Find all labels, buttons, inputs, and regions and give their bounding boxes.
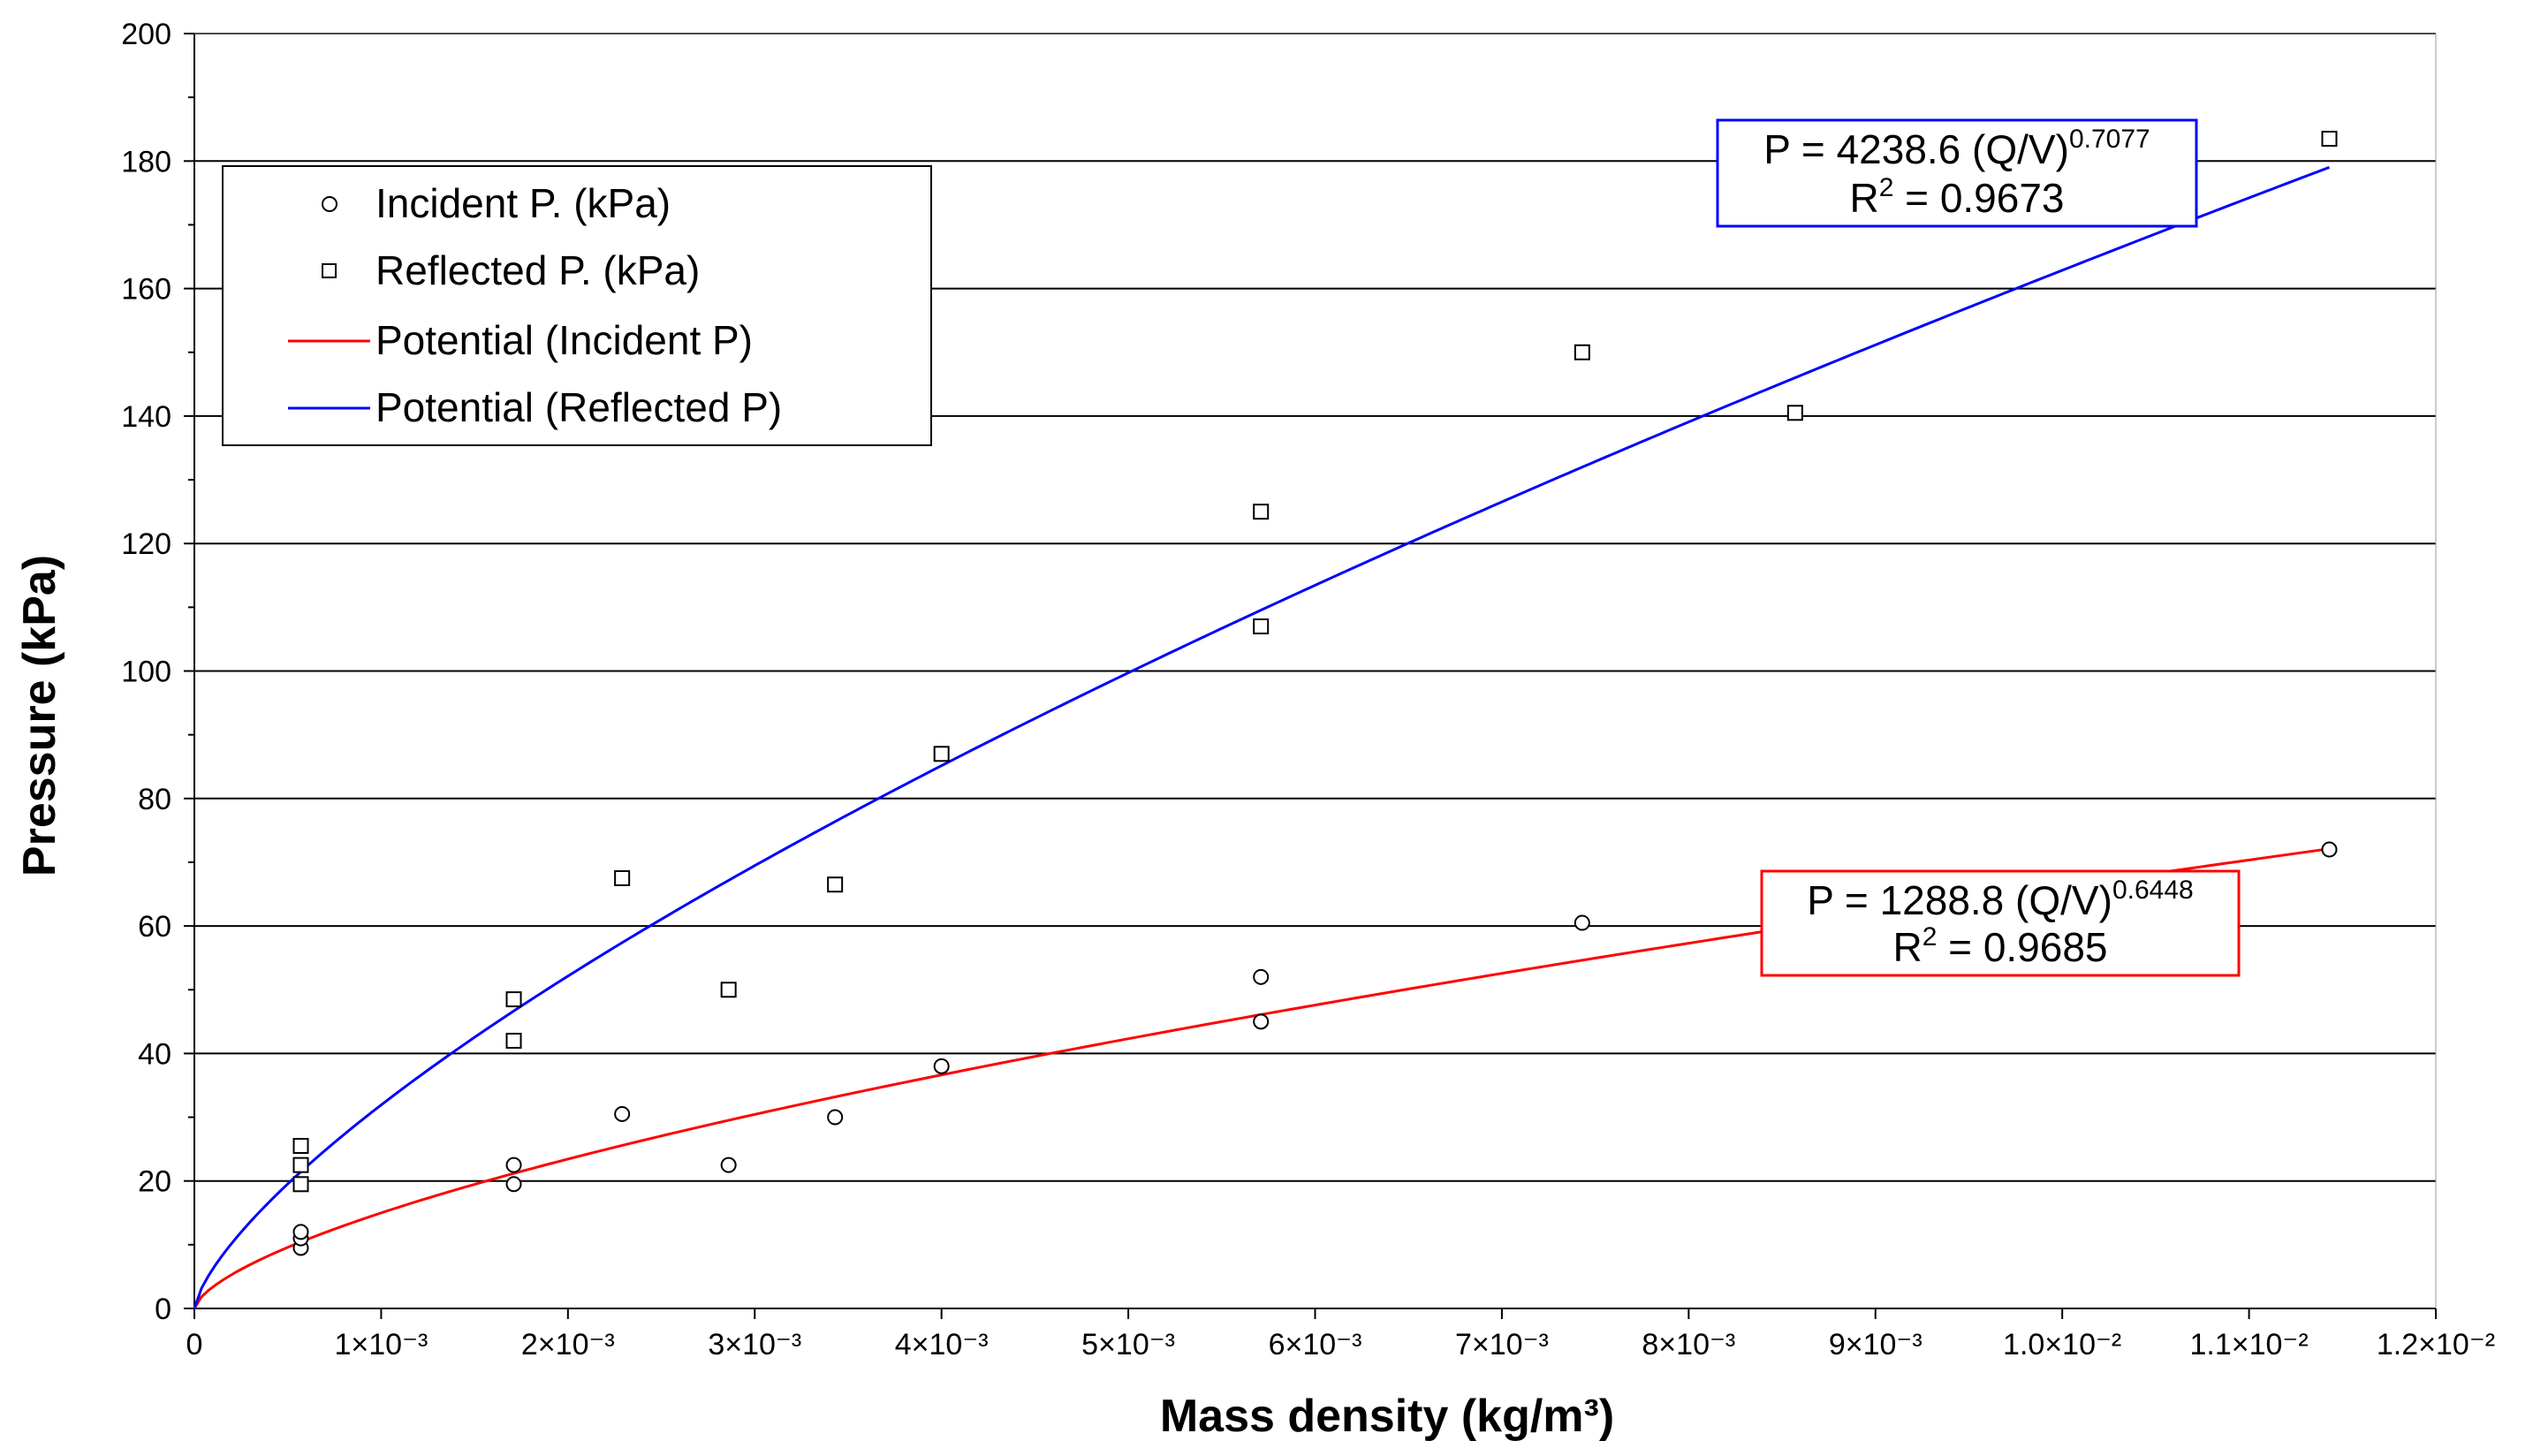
legend-item-reflected: Reflected P. (kPa) [322, 247, 700, 293]
incident-point [1253, 968, 1270, 985]
reflected-point [505, 1032, 522, 1049]
x-axis-title: Mass density (kg/m³) [1160, 1391, 1614, 1442]
x-tick-label: 1.0×10⁻² [2003, 1328, 2121, 1361]
y-tick-label: 200 [121, 18, 171, 51]
equation-reflected: P = 4238.6 (Q/V)0.7077 [1763, 125, 2150, 172]
reflected-point [1253, 618, 1270, 634]
x-tick-label: 1.1×10⁻² [2189, 1328, 2308, 1361]
incident-point [1253, 1013, 1270, 1030]
x-tick-label: 8×10⁻³ [1642, 1328, 1735, 1361]
equation-incident-base: P = 1288.8 (Q/V) [1807, 877, 2112, 923]
legend-label-potential-incident: Potential (Incident P) [375, 317, 753, 363]
y-tick-label: 120 [121, 527, 171, 561]
y-tick-label: 140 [121, 400, 171, 434]
axes [184, 33, 2437, 1319]
legend-circle-marker-icon [322, 196, 337, 212]
reflected-point [2321, 131, 2338, 148]
incident-point [505, 1156, 522, 1173]
x-tick-label: 4×10⁻³ [895, 1328, 989, 1361]
equation-incident: P = 1288.8 (Q/V)0.6448 [1807, 876, 2193, 923]
incident-point [827, 1109, 844, 1126]
reflected-point [933, 746, 950, 762]
equation-border-reflected [1716, 118, 2198, 228]
y-tick-label: 180 [121, 145, 171, 178]
data-points [292, 131, 2338, 1256]
incident-point [614, 1105, 631, 1122]
reflected-point [1786, 405, 1803, 421]
x-tick-label: 5×10⁻³ [1081, 1328, 1175, 1361]
legend-item-potential-incident: Potential (Incident P) [288, 317, 753, 363]
incident-point [2321, 841, 2338, 858]
y-tick-labels: 0 20 40 60 80 100 120 140 160 180 200 [121, 18, 171, 1326]
y-tick-label: 0 [155, 1293, 171, 1326]
y-tick-label: 20 [138, 1165, 171, 1199]
incident-point [1574, 914, 1590, 931]
y-tick-label: 160 [121, 273, 171, 307]
incident-point [505, 1176, 522, 1193]
fit-curve-reflected [193, 165, 2331, 1309]
y-tick-label: 60 [138, 910, 171, 944]
incident-point [933, 1058, 950, 1074]
reflected-point [292, 1156, 309, 1173]
y-axis-title: Pressure (kPa) [14, 555, 65, 876]
equation-box-reflected: P = 4238.6 (Q/V)0.7077 R2 = 0.9673 [1716, 118, 2198, 228]
reflected-point [1574, 344, 1590, 360]
reflected-point [720, 982, 737, 998]
r-squared-reflected: R2 = 0.9673 [1849, 173, 2064, 221]
reflected-point [827, 876, 844, 893]
x-tick-label: 6×10⁻³ [1269, 1328, 1362, 1361]
x-tick-label: 1×10⁻³ [334, 1328, 428, 1361]
legend-label-reflected: Reflected P. (kPa) [375, 247, 700, 293]
incident-point [292, 1224, 309, 1240]
incident-point [720, 1156, 737, 1173]
x-tick-label: 1.2×10⁻² [2377, 1328, 2495, 1361]
legend: Incident P. (kPa) Reflected P. (kPa) Pot… [222, 165, 932, 446]
equation-box-incident: P = 1288.8 (Q/V)0.6448 R2 = 0.9685 [1760, 869, 2241, 977]
x-tick-label: 0 [186, 1328, 203, 1361]
reflected-point [1253, 504, 1270, 520]
reflected-point [292, 1176, 309, 1193]
x-tick-label: 2×10⁻³ [521, 1328, 615, 1361]
legend-label-potential-reflected: Potential (Reflected P) [375, 384, 782, 430]
equation-reflected-base: P = 4238.6 (Q/V) [1763, 126, 2069, 172]
reflected-point [292, 1138, 309, 1155]
r-squared-incident: R2 = 0.9685 [1892, 922, 2107, 970]
y-tick-label: 100 [121, 656, 171, 689]
y-tick-label: 40 [138, 1037, 171, 1071]
equation-border-incident [1760, 869, 2241, 977]
legend-item-potential-reflected: Potential (Reflected P) [288, 384, 782, 430]
x-tick-label: 7×10⁻³ [1455, 1328, 1549, 1361]
y-tick-label: 80 [138, 783, 171, 816]
x-tick-labels: 0 1×10⁻³ 2×10⁻³ 3×10⁻³ 4×10⁻³ 5×10⁻³ 6×10⁻³ 7×1… [186, 1328, 2496, 1361]
legend-label-incident: Incident P. (kPa) [375, 180, 671, 226]
equation-reflected-exponent: 0.7077 [2069, 125, 2150, 154]
reflected-point [614, 869, 631, 886]
reflected-point [505, 991, 522, 1008]
legend-square-marker-icon [322, 263, 337, 278]
legend-item-incident: Incident P. (kPa) [322, 180, 671, 226]
x-tick-label: 9×10⁻³ [1829, 1328, 1923, 1361]
equation-incident-exponent: 0.6448 [2112, 876, 2194, 905]
x-tick-label: 3×10⁻³ [708, 1328, 801, 1361]
legend-box [222, 165, 932, 446]
